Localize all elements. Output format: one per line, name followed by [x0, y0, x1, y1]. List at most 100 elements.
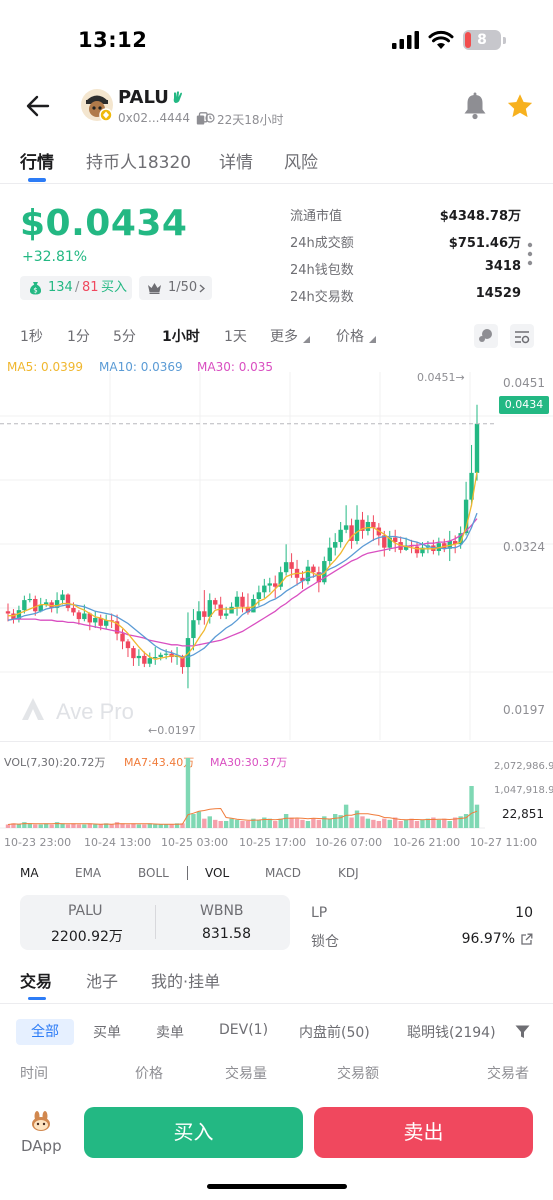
candle-body — [185, 638, 191, 668]
token-age: 22天18小时 — [217, 113, 284, 127]
col-amount[interactable]: 交易量 — [225, 1066, 267, 1082]
timeframe-1d[interactable]: 1天 — [224, 329, 247, 345]
x-tick: 10-25 03:00 — [161, 836, 229, 849]
timeframe-more[interactable]: 更多 — [270, 329, 298, 345]
volume-bar — [11, 823, 16, 828]
volume-chart — [0, 758, 485, 829]
volume-bar — [120, 823, 125, 828]
volume-bar — [38, 824, 43, 828]
filter-presale[interactable]: 内盘前(50) — [299, 1025, 370, 1041]
volume-bar — [278, 818, 283, 828]
candle-body — [125, 641, 131, 649]
svg-text:$: $ — [33, 287, 37, 295]
copy-icon[interactable] — [196, 112, 208, 125]
y-tick-low: 0.0197 — [503, 703, 545, 717]
chart-settings-icon[interactable] — [510, 324, 534, 348]
candle-body — [87, 613, 93, 623]
timeframe-1s[interactable]: 1秒 — [20, 329, 43, 345]
col-time[interactable]: 时间 — [20, 1066, 48, 1082]
filter-dev[interactable]: DEV(1) — [219, 1022, 269, 1038]
candle-body — [234, 596, 240, 607]
candle-body — [120, 633, 125, 642]
rank-chip[interactable]: 1/50 — [139, 276, 212, 300]
chart-mode-price[interactable]: 价格 — [336, 329, 364, 345]
battery-icon: 8 — [463, 30, 501, 50]
volume-bar — [147, 823, 152, 828]
buy-sell-chip[interactable]: $ 134 / 81 买入 — [20, 276, 132, 300]
drawing-tools-icon[interactable] — [474, 324, 498, 348]
timeframe-5m[interactable]: 5分 — [113, 329, 136, 345]
buy-button[interactable]: 买入 — [84, 1107, 303, 1158]
indicator-ema[interactable]: EMA — [75, 866, 102, 880]
bell-icon[interactable] — [462, 92, 488, 120]
more-vertical-icon[interactable] — [527, 242, 533, 266]
subtab-my-orders[interactable]: 我的·挂单 — [151, 972, 221, 991]
vol-tick-high: 2,072,986.96 — [494, 761, 553, 772]
x-tick: 10-26 21:00 — [393, 836, 461, 849]
volume-bar — [469, 786, 474, 828]
indicator-kdj[interactable]: KDJ — [338, 866, 359, 880]
candle-body — [392, 537, 398, 543]
candle-body — [316, 572, 322, 583]
candle-body — [229, 606, 234, 614]
col-trader[interactable]: 交易者 — [487, 1066, 529, 1082]
col-value[interactable]: 交易额 — [337, 1066, 379, 1082]
favorite-star-icon[interactable] — [506, 93, 534, 120]
candle-body — [403, 545, 409, 550]
candle-body — [163, 653, 169, 655]
filter-sell[interactable]: 卖单 — [156, 1025, 184, 1041]
back-arrow-icon[interactable] — [26, 95, 50, 117]
volume-bar — [316, 819, 322, 828]
volume-bar — [327, 818, 332, 828]
filter-all[interactable]: 全部 — [16, 1019, 74, 1045]
volume-bar — [333, 814, 338, 828]
pool-token2-amount: 831.58 — [202, 926, 251, 942]
subtab-trades[interactable]: 交易 — [20, 972, 53, 991]
candle-body — [54, 600, 60, 608]
volume-bar — [87, 823, 93, 828]
indicator-boll[interactable]: BOLL — [138, 866, 169, 880]
indicator-vol[interactable]: VOL — [205, 866, 230, 880]
filter-funnel-icon[interactable] — [515, 1025, 530, 1039]
vol-tick-low: 22,851 — [502, 807, 544, 821]
candle-body — [469, 472, 474, 500]
volume-bar — [93, 824, 98, 828]
timeframe-1m[interactable]: 1分 — [67, 329, 90, 345]
money-bag-icon: $ — [29, 282, 42, 295]
dapp-bunny-icon[interactable] — [30, 1110, 52, 1132]
candle-body — [365, 521, 371, 531]
indicator-ma[interactable]: MA — [20, 866, 39, 880]
ma30-legend: MA30: 0.035 — [197, 360, 274, 374]
candle-body — [256, 592, 262, 599]
sell-button[interactable]: 卖出 — [314, 1107, 533, 1158]
subtab-pool[interactable]: 池子 — [86, 972, 119, 991]
volume-bar — [234, 819, 240, 828]
candle-body — [180, 655, 185, 668]
candle-body — [311, 566, 316, 573]
timeframe-1h[interactable]: 1小时 — [162, 329, 200, 345]
indicator-macd[interactable]: MACD — [265, 866, 301, 880]
filter-smart-money[interactable]: 聪明钱(2194) — [407, 1025, 496, 1041]
volume-bar — [131, 823, 136, 828]
status-time: 13:12 — [78, 28, 148, 52]
tab-risk[interactable]: 风险 — [284, 153, 318, 173]
pool-token1-amount: 2200.92万 — [51, 929, 123, 945]
tab-market[interactable]: 行情 — [20, 153, 54, 173]
price-chart[interactable]: Ave Pro — [0, 372, 553, 742]
token-avatar — [81, 89, 113, 122]
candle-body — [114, 621, 120, 634]
buy-label: 买入 — [101, 280, 128, 295]
volume-ma7-line — [7, 807, 478, 825]
filter-buy[interactable]: 买单 — [93, 1025, 121, 1041]
x-tick: 10-24 13:00 — [84, 836, 152, 849]
tab-details[interactable]: 详情 — [219, 153, 253, 173]
current-price-tag: 0.0434 — [499, 396, 549, 414]
dapp-label[interactable]: DApp — [21, 1137, 62, 1155]
subtab-active-indicator — [28, 997, 46, 1000]
candle-body — [452, 540, 458, 545]
stat-value-24h-wallets: 3418 — [484, 259, 521, 274]
external-link-icon[interactable] — [520, 933, 533, 946]
tab-holders[interactable]: 持币人18320 — [86, 153, 192, 173]
col-price[interactable]: 价格 — [135, 1066, 163, 1082]
volume-legend: VOL(7,30):20.72万 — [4, 756, 106, 769]
